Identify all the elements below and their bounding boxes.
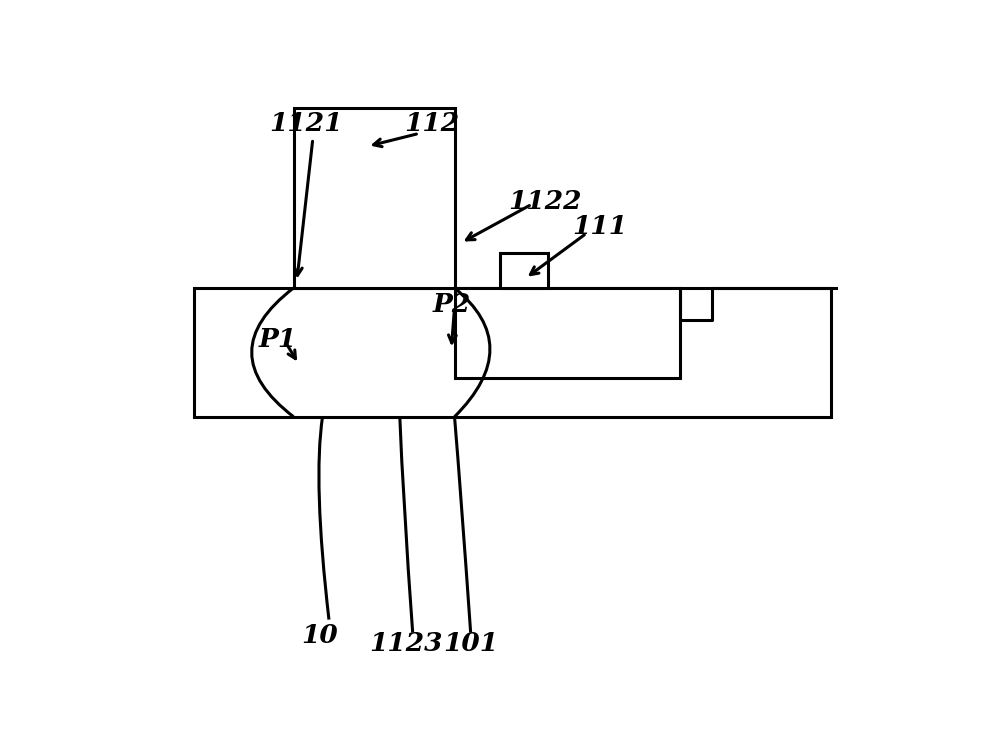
Text: 1121: 1121	[270, 111, 343, 136]
Bar	[194, 288, 831, 417]
Text: 112: 112	[404, 111, 460, 136]
Text: P2: P2	[432, 291, 470, 316]
Text: 1123: 1123	[369, 631, 443, 656]
Bar	[455, 288, 680, 378]
Text: 10: 10	[301, 623, 338, 648]
Bar	[294, 107, 455, 288]
Text: P1: P1	[258, 327, 297, 352]
Text: 101: 101	[443, 631, 498, 656]
Text: 1122: 1122	[508, 188, 581, 213]
Bar	[500, 252, 548, 288]
Text: 111: 111	[572, 214, 627, 239]
